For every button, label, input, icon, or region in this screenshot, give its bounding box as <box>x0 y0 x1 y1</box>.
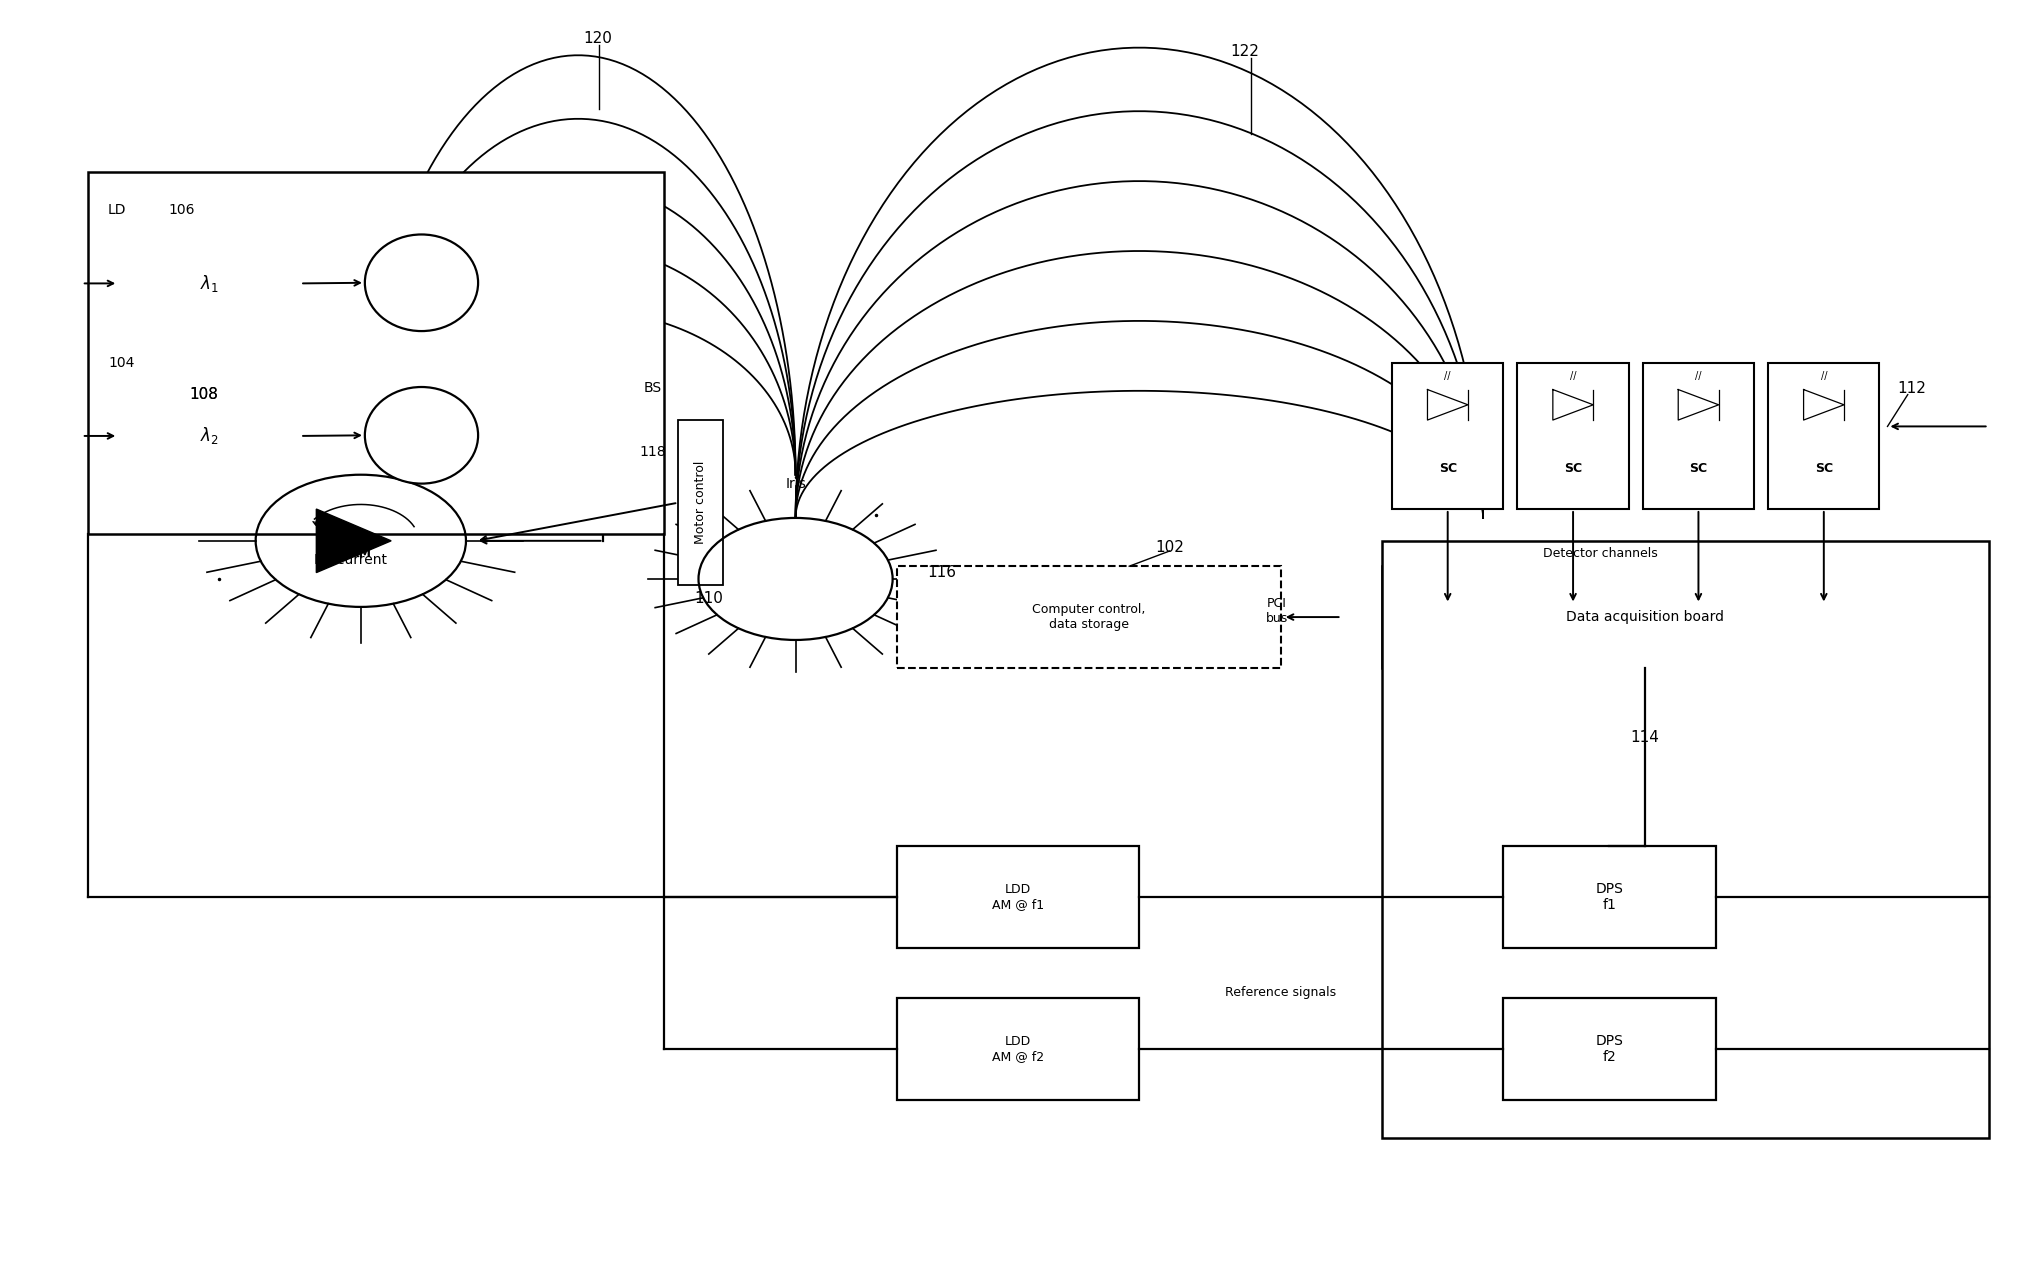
Text: SC: SC <box>1564 461 1582 475</box>
Text: 106: 106 <box>169 203 195 217</box>
Text: DPS
f2: DPS f2 <box>1596 1034 1623 1064</box>
Text: Detector channels: Detector channels <box>1543 547 1657 560</box>
Text: 112: 112 <box>1898 380 1926 396</box>
Text: $\lambda_2$: $\lambda_2$ <box>200 425 218 446</box>
Text: 108: 108 <box>189 387 218 402</box>
Text: SC: SC <box>1439 461 1458 475</box>
Text: 118: 118 <box>639 445 666 459</box>
Bar <box>118 394 299 477</box>
Text: SC: SC <box>1690 461 1708 475</box>
Ellipse shape <box>364 387 478 483</box>
Text: 116: 116 <box>926 565 957 580</box>
Text: 122: 122 <box>1230 44 1258 59</box>
Bar <box>896 998 1140 1100</box>
Text: 108: 108 <box>189 387 218 402</box>
Text: BS: BS <box>643 382 662 396</box>
Text: Motor control: Motor control <box>694 461 706 545</box>
Bar <box>678 420 723 585</box>
Bar <box>88 172 664 535</box>
Text: Computer control,
data storage: Computer control, data storage <box>1032 603 1146 631</box>
Polygon shape <box>316 509 391 573</box>
Bar <box>896 567 1281 668</box>
Text: Iris: Iris <box>786 477 806 491</box>
Text: //: // <box>1696 370 1702 380</box>
Text: LD: LD <box>108 203 126 217</box>
Text: 110: 110 <box>694 591 723 605</box>
Text: 120: 120 <box>582 31 613 46</box>
Text: //: // <box>1444 370 1452 380</box>
Text: //: // <box>1570 370 1576 380</box>
Bar <box>118 242 299 325</box>
Text: Reference signals: Reference signals <box>1226 986 1336 998</box>
Text: RM: RM <box>350 547 373 560</box>
Text: LD current: LD current <box>314 553 387 567</box>
Text: Data acquisition board: Data acquisition board <box>1566 610 1724 625</box>
Text: PCI
bus: PCI bus <box>1266 596 1289 625</box>
Bar <box>1382 541 1989 1139</box>
Text: DPS
f1: DPS f1 <box>1596 882 1623 912</box>
Bar <box>1382 567 1908 668</box>
Text: //: // <box>1820 370 1826 380</box>
Text: 114: 114 <box>1631 730 1659 745</box>
Ellipse shape <box>364 234 478 332</box>
Bar <box>1767 362 1879 509</box>
Text: 104: 104 <box>108 356 134 370</box>
Bar <box>1503 998 1716 1100</box>
Text: $\lambda_1$: $\lambda_1$ <box>200 272 218 294</box>
Text: 102: 102 <box>1154 540 1185 555</box>
Bar <box>1503 846 1716 947</box>
Text: LDD
AM @ f1: LDD AM @ f1 <box>992 883 1044 911</box>
Bar <box>896 846 1140 947</box>
Bar <box>1517 362 1629 509</box>
Bar <box>1643 362 1755 509</box>
Bar <box>1393 362 1503 509</box>
Text: LDD
AM @ f2: LDD AM @ f2 <box>992 1036 1044 1063</box>
Text: SC: SC <box>1814 461 1832 475</box>
